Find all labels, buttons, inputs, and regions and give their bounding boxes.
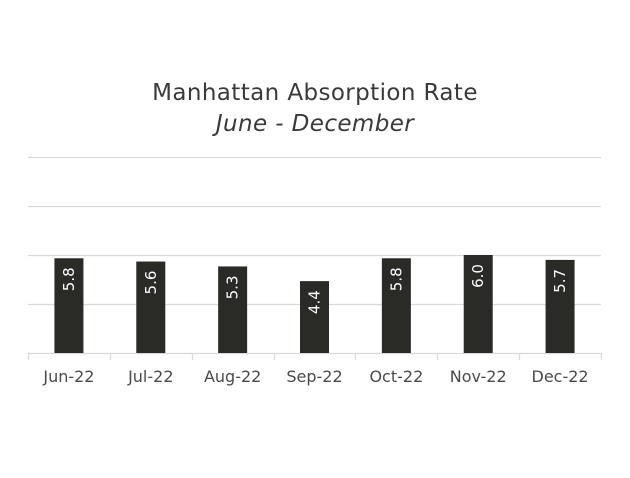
bar-nov-22 [463, 255, 493, 353]
data-label: 6.0 [469, 264, 487, 288]
bar-oct-22 [381, 258, 411, 353]
x-tick-label: Nov-22 [450, 367, 507, 386]
bar-jun-22 [54, 258, 84, 353]
data-label: 5.7 [551, 269, 569, 293]
data-label: 5.8 [60, 267, 78, 291]
data-label: 5.6 [142, 271, 160, 295]
bar-aug-22 [218, 266, 248, 353]
data-label: 5.3 [224, 276, 242, 300]
chart-subtitle: June - December [215, 111, 415, 137]
x-tick-label: Sep-22 [286, 367, 342, 386]
x-tick-label: Jun-22 [42, 367, 94, 386]
data-label: 4.4 [306, 290, 324, 314]
x-tick-label: Oct-22 [369, 367, 423, 386]
x-tick-label: Dec-22 [532, 367, 589, 386]
chart-title: Manhattan Absorption Rate [152, 80, 478, 106]
bar-sep-22 [300, 281, 329, 353]
x-tick-label: Aug-22 [204, 367, 261, 386]
data-label: 5.8 [387, 267, 405, 291]
bar-dec-22 [545, 259, 575, 353]
bar-jul-22 [136, 261, 166, 353]
x-tick-label: Jul-22 [127, 367, 173, 386]
